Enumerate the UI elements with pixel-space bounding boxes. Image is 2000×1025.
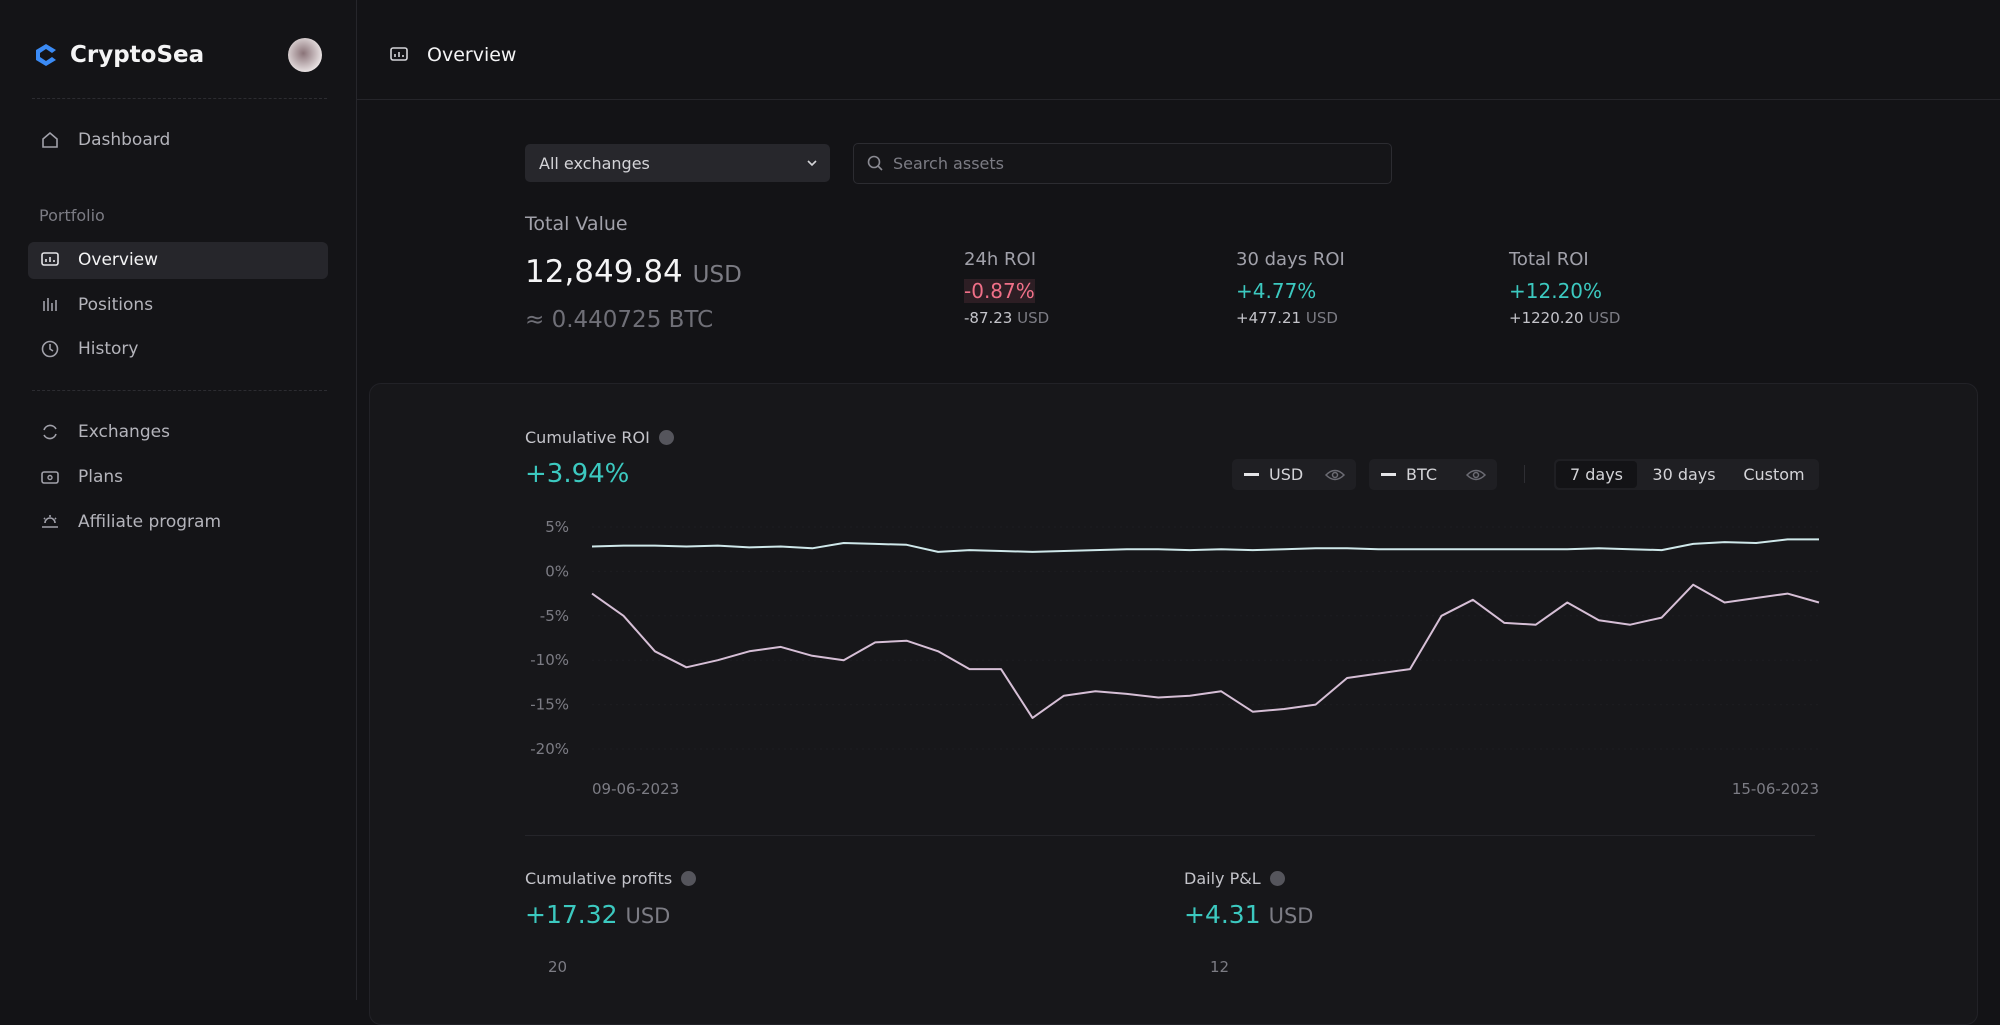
search-box[interactable]: Search assets <box>853 143 1392 184</box>
separator <box>1524 465 1525 483</box>
profits-value: +17.32 USD <box>525 900 670 929</box>
legend-swatch <box>1381 473 1396 476</box>
stat-label: 24h ROI <box>964 249 1037 270</box>
total-label: Total Value <box>525 213 628 235</box>
nav-item[interactable]: Positions <box>78 295 154 315</box>
unit: USD <box>692 262 742 288</box>
legend-swatch <box>1244 473 1259 476</box>
roi-value: +3.94% <box>525 459 630 489</box>
logo-icon <box>36 44 56 66</box>
plans-icon <box>41 471 59 484</box>
eye-icon <box>1324 469 1346 480</box>
nav-item[interactable]: Overview <box>78 250 159 270</box>
exchanges-icon <box>43 424 57 440</box>
chevron <box>807 160 817 167</box>
daily-value: +4.31 USD <box>1184 900 1313 929</box>
daily-title: Daily P&L <box>1184 869 1285 888</box>
stat-pct: -0.87% <box>964 279 1035 303</box>
y-tick-label: 20 <box>548 958 568 976</box>
range-tab[interactable]: 30 days <box>1652 465 1716 484</box>
divider <box>525 835 1815 836</box>
legend-toggle[interactable]: BTC <box>1369 459 1497 490</box>
title: Daily P&L <box>1184 869 1261 888</box>
nav-item[interactable]: Plans <box>78 467 124 487</box>
legend-label: USD <box>1269 465 1304 484</box>
title: Cumulative profits <box>525 869 673 888</box>
profits-title: Cumulative profits <box>525 869 697 888</box>
info-icon[interactable] <box>658 430 674 445</box>
stat-unit: USD <box>1588 309 1621 327</box>
search-placeholder: Search assets <box>893 154 1004 173</box>
stat: 24h ROI -0.87% -87.23 USD <box>964 249 1049 327</box>
title: Cumulative ROI <box>525 428 650 447</box>
section-label: Portfolio <box>39 206 105 225</box>
y-tick-label: 12 <box>1210 958 1230 976</box>
range-tab[interactable]: 7 days <box>1556 461 1637 488</box>
stat-label: 30 days ROI <box>1236 249 1345 270</box>
info-icon[interactable] <box>1269 871 1285 886</box>
value: +17.32 <box>525 900 618 929</box>
stat-unit: USD <box>1017 309 1050 327</box>
stat: 30 days ROI +4.77% +477.21 USD <box>1236 249 1345 327</box>
legend-label: BTC <box>1406 465 1437 484</box>
stat-label: Total ROI <box>1509 249 1589 270</box>
header-border <box>357 99 2000 100</box>
active-highlight <box>28 242 328 279</box>
divider <box>32 390 327 391</box>
brand: CryptoSea <box>70 42 205 68</box>
unit: USD <box>1268 904 1314 928</box>
nav-item[interactable]: Dashboard <box>78 130 171 150</box>
info-icon[interactable] <box>681 871 697 886</box>
stat-pct: +12.20% <box>1509 279 1603 303</box>
overview-icon <box>41 252 59 266</box>
legend-toggle[interactable]: USD <box>1232 459 1356 490</box>
nav-item[interactable]: History <box>78 339 139 359</box>
stat-amount: -87.23 <box>964 309 1013 327</box>
unit: USD <box>625 904 671 928</box>
nav-item[interactable]: Exchanges <box>78 422 170 442</box>
select-value: All exchanges <box>539 154 650 173</box>
roi-title: Cumulative ROI <box>525 428 674 447</box>
stat-amount: +1220.20 <box>1509 309 1584 327</box>
header-title: Overview <box>427 44 517 66</box>
exchange-select[interactable]: All exchanges <box>525 144 830 182</box>
avatar[interactable] <box>288 38 322 72</box>
nav-item[interactable]: Affiliate program <box>78 512 222 532</box>
value: +4.31 <box>1184 900 1261 929</box>
home-icon <box>42 131 58 148</box>
stat-pct: +4.77% <box>1236 279 1317 303</box>
range-tabs: 7 days 30 days Custom <box>1554 459 1819 490</box>
value: 12,849.84 <box>525 254 683 290</box>
positions-icon <box>43 298 57 311</box>
eye-icon <box>1465 469 1487 480</box>
search-icon <box>867 155 883 171</box>
history-icon <box>41 340 59 358</box>
btc-value: ≈ 0.440725 BTC <box>525 307 714 333</box>
divider <box>32 98 327 99</box>
range-tab[interactable]: Custom <box>1743 465 1805 484</box>
stat-amount: +477.21 <box>1236 309 1302 327</box>
total-value: 12,849.84 USD <box>525 254 742 290</box>
stat: Total ROI +12.20% +1220.20 USD <box>1509 249 1620 327</box>
stat-unit: USD <box>1305 309 1338 327</box>
sidebar: CryptoSea Dashboard Portfolio Overview P… <box>0 0 357 1000</box>
affiliate-icon <box>42 515 58 528</box>
header-icon <box>390 47 408 61</box>
